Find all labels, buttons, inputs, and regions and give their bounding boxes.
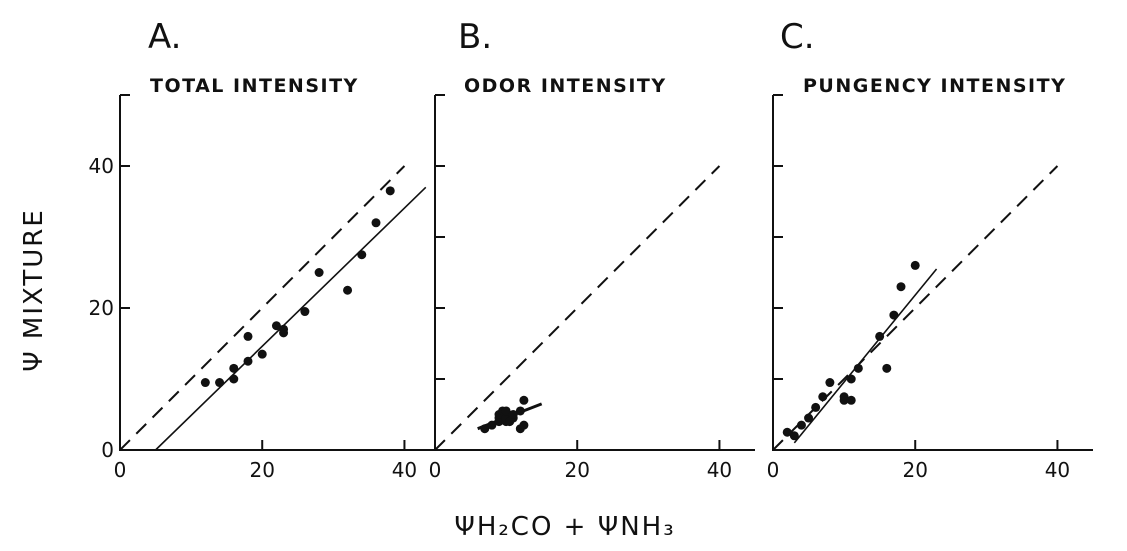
- panel-b-identity-line: [434, 165, 721, 451]
- panel-b-data-point: [519, 395, 529, 405]
- panel-a-y-tick-label: 20: [89, 296, 114, 320]
- x-axis-title: ΨH₂CO + ΨNH₃: [454, 512, 675, 542]
- panel-c-letter: C.: [780, 17, 815, 57]
- panel-c-x-tick-label: 40: [1045, 458, 1070, 482]
- panel-c-data-point: [846, 395, 856, 405]
- panel-c-x-tick-label: 0: [767, 458, 780, 482]
- panel-a-data-point: [215, 378, 225, 388]
- panel-a-data-point: [229, 363, 239, 373]
- panel-a-data-point: [279, 324, 289, 334]
- panel-a-data-point: [357, 250, 367, 260]
- panel-c-data-point: [846, 374, 856, 384]
- panel-c-data-point: [789, 431, 799, 441]
- panel-b-data-point: [501, 406, 511, 416]
- panel-a-data-point: [343, 285, 353, 295]
- panel-c-x-tick-label: 20: [902, 458, 927, 482]
- panel-a-data-point: [229, 374, 239, 384]
- panel-c-fit-line: [793, 268, 938, 444]
- panel-a-data-point: [300, 307, 310, 317]
- panel-a-data-point: [385, 186, 395, 196]
- panel-a-y-tick-label: 40: [89, 154, 114, 178]
- panel-c-data-point: [910, 260, 920, 270]
- panel-b-data-point: [487, 420, 497, 430]
- panel-b-axes: [434, 95, 755, 451]
- panel-c-title: PUNGENCY INTENSITY: [803, 75, 1066, 97]
- panel-c-data-point: [853, 363, 863, 373]
- panel-c-data-point: [804, 413, 814, 423]
- panel-a-data-point: [271, 321, 281, 331]
- panel-a-data-point: [257, 349, 267, 359]
- panel-c-data-point: [889, 310, 899, 320]
- panel-a-letter: A.: [148, 17, 181, 57]
- panel-a-data-point: [243, 356, 253, 366]
- panel-a-total-intensity: A. TOTAL INTENSITY 0 20 40 0 20 40: [89, 17, 440, 482]
- panel-a-y-tick-label: 0: [101, 438, 114, 462]
- panel-c-data-point: [896, 282, 906, 292]
- panel-c-data-point: [825, 378, 835, 388]
- panel-a-axes: [119, 95, 440, 451]
- panel-b-data-point: [515, 406, 525, 416]
- panel-b-odor-intensity: B. ODOR INTENSITY 0 20 40: [429, 17, 755, 482]
- panel-c-data-point: [796, 420, 806, 430]
- panel-b-data-point: [480, 424, 490, 434]
- panel-c-data-point: [839, 392, 849, 402]
- panel-c-data-point: [818, 392, 828, 402]
- panel-c-data-point: [882, 363, 892, 373]
- panel-a-data-point: [371, 218, 381, 228]
- panel-a-data-point: [314, 268, 324, 277]
- panel-b-x-tick-label: 0: [429, 458, 442, 482]
- y-axis-title: Ψ MIXTURE: [19, 208, 49, 372]
- panel-a-identity-line: [119, 165, 406, 451]
- panel-c-identity-line: [772, 165, 1059, 451]
- panel-b-letter: B.: [458, 17, 492, 57]
- panel-b-x-tick-label: 20: [564, 458, 589, 482]
- panel-b-data-point: [519, 420, 529, 430]
- panel-b-title: ODOR INTENSITY: [464, 75, 667, 97]
- panel-a-fit-line: [154, 186, 427, 451]
- panel-c-data-point: [811, 402, 821, 412]
- panel-a-data-point: [200, 378, 210, 388]
- panel-c-data-point: [782, 427, 792, 437]
- panel-a-x-tick-label: 0: [114, 458, 127, 482]
- panel-a-data-point: [243, 331, 253, 341]
- panel-b-data-point: [508, 410, 518, 419]
- panel-b-x-tick-label: 40: [707, 458, 732, 482]
- panel-c-pungency-intensity: C. PUNGENCY INTENSITY 0 20 40: [767, 17, 1093, 482]
- panel-a-title: TOTAL INTENSITY: [150, 75, 359, 97]
- panel-a-x-tick-label: 20: [249, 458, 274, 482]
- panel-c-data-point: [875, 331, 885, 341]
- panel-a-x-tick-label: 40: [392, 458, 417, 482]
